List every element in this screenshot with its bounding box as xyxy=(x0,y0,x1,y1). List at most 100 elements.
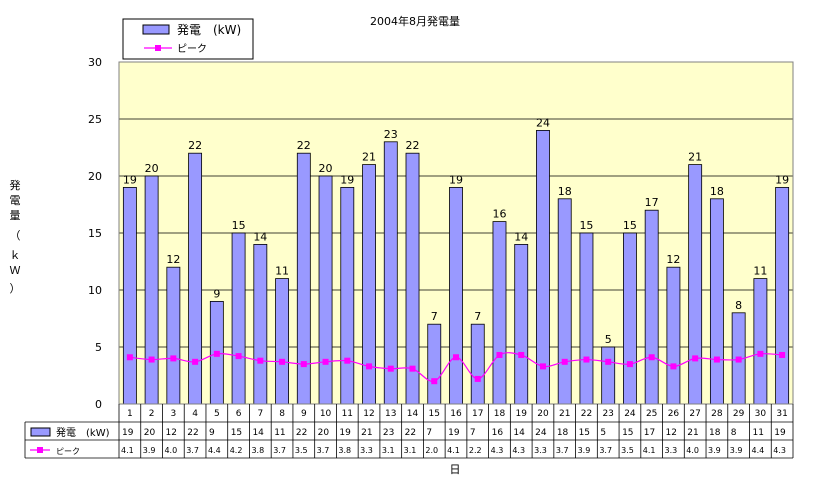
x-tick-label: 26 xyxy=(668,409,680,419)
table-cell-peak-value: 3.9 xyxy=(143,446,156,455)
bar-value-label: 22 xyxy=(188,139,202,152)
table-cell-bar-value: 11 xyxy=(274,428,285,438)
x-tick-label: 13 xyxy=(385,409,396,419)
peak-marker xyxy=(431,378,438,385)
legend-label-bar: 発電 (kW) xyxy=(177,23,241,37)
bar-value-label: 21 xyxy=(688,151,702,164)
peak-marker xyxy=(605,358,612,365)
x-tick-label: 11 xyxy=(342,409,353,419)
bar-value-label: 19 xyxy=(775,173,789,186)
bar xyxy=(514,243,529,405)
y-tick-label: 25 xyxy=(88,113,102,126)
y-axis-label-char: ｋ xyxy=(10,249,21,262)
x-tick-label: 28 xyxy=(711,409,723,419)
peak-marker xyxy=(692,355,699,362)
table-cell-peak-value: 3.7 xyxy=(317,446,330,455)
y-axis-label-char: Ｗ xyxy=(10,264,21,277)
bar xyxy=(166,266,181,405)
table-cell-bar-value: 22 xyxy=(405,428,416,438)
x-tick-label: 15 xyxy=(429,409,440,419)
table-cell-peak-value: 4.3 xyxy=(491,446,504,455)
bar-value-label: 18 xyxy=(558,185,572,198)
table-cell-bar-value: 8 xyxy=(731,428,737,438)
peak-marker xyxy=(735,356,742,363)
x-tick-label: 30 xyxy=(755,409,767,419)
table-cell-peak-value: 4.0 xyxy=(164,446,177,455)
bar-value-label: 16 xyxy=(492,208,506,221)
bar-value-label: 20 xyxy=(319,162,333,175)
y-axis-label-char: 発 xyxy=(10,178,21,192)
peak-marker xyxy=(322,358,329,365)
peak-marker xyxy=(409,365,416,372)
bar-value-label: 15 xyxy=(579,219,593,232)
table-cell-bar-value: 12 xyxy=(165,428,176,438)
y-axis-label-char: ） xyxy=(10,282,21,295)
legend-label-peak: ピーク xyxy=(177,43,207,55)
table-cell-bar-value: 7 xyxy=(426,428,432,438)
bar xyxy=(775,186,790,405)
x-tick-label: 2 xyxy=(149,409,155,419)
table-cell-peak-value: 3.5 xyxy=(295,446,308,455)
data-table: 発電 (kW) ピーク 1194.12203.93124.04223.7594.… xyxy=(24,404,794,459)
table-cell-peak-value: 3.7 xyxy=(186,446,199,455)
peak-marker xyxy=(257,357,264,364)
bar xyxy=(122,186,137,405)
bar-value-label: 18 xyxy=(710,185,724,198)
x-tick-label: 3 xyxy=(170,409,176,419)
x-tick-label: 1 xyxy=(127,409,133,419)
peak-marker xyxy=(757,350,764,357)
bar-value-label: 9 xyxy=(213,287,220,300)
peak-marker xyxy=(583,356,590,363)
x-tick-label: 27 xyxy=(689,409,700,419)
peak-marker xyxy=(453,354,459,361)
x-tick-label: 8 xyxy=(279,409,285,419)
x-tick-label: 24 xyxy=(624,409,636,419)
bar-value-label: 15 xyxy=(232,219,246,232)
y-axis-label-char: 電 xyxy=(10,194,21,207)
table-cell-bar-value: 21 xyxy=(361,428,372,438)
legend: 発電 (kW) ピーク xyxy=(122,18,254,60)
table-cell-peak-value: 3.8 xyxy=(251,446,264,455)
bar-value-label: 14 xyxy=(253,230,267,243)
bar xyxy=(318,175,333,405)
y-tick-label: 0 xyxy=(95,398,102,411)
bar-value-label: 20 xyxy=(145,162,159,175)
bar-value-label: 14 xyxy=(514,230,528,243)
bar-value-label: 22 xyxy=(297,139,311,152)
table-cell-peak-value: 4.1 xyxy=(447,446,460,455)
table-cell-bar-value: 5 xyxy=(600,428,606,438)
peak-marker xyxy=(300,361,307,368)
x-tick-label: 21 xyxy=(559,409,570,419)
table-cell-peak-value: 4.0 xyxy=(686,446,699,455)
peak-marker xyxy=(474,375,481,382)
bar xyxy=(144,175,159,405)
peak-marker xyxy=(648,354,655,361)
x-tick-label: 9 xyxy=(301,409,307,419)
table-cell-peak-value: 3.9 xyxy=(708,446,721,455)
bar xyxy=(666,266,681,405)
legend-swatch-bar xyxy=(142,24,170,35)
table-cell-peak-value: 3.1 xyxy=(404,446,417,455)
x-axis-title: 日 xyxy=(450,463,461,476)
x-tick-label: 18 xyxy=(494,409,506,419)
y-tick-label: 20 xyxy=(88,170,102,183)
bar xyxy=(709,198,724,405)
bar-value-label: 5 xyxy=(605,333,612,346)
bar xyxy=(340,186,355,405)
bar xyxy=(188,152,203,405)
peak-marker xyxy=(561,358,568,365)
table-cell-bar-value: 11 xyxy=(753,428,764,438)
table-cell-peak-value: 3.8 xyxy=(338,446,351,455)
x-tick-label: 29 xyxy=(733,409,745,419)
table-cell-peak-value: 2.2 xyxy=(469,446,482,455)
peak-marker xyxy=(235,353,242,360)
bar-value-label: 22 xyxy=(406,139,420,152)
peak-series xyxy=(126,350,786,385)
bar-value-label: 19 xyxy=(123,173,137,186)
table-cell-peak-value: 3.3 xyxy=(360,446,373,455)
plot-border xyxy=(118,61,794,405)
table-cell-bar-value: 18 xyxy=(557,428,569,438)
table-cell-bar-value: 23 xyxy=(383,428,394,438)
y-axis-title: 発 電 量 （ ｋ Ｗ ） xyxy=(10,178,21,295)
peak-marker xyxy=(344,357,351,364)
